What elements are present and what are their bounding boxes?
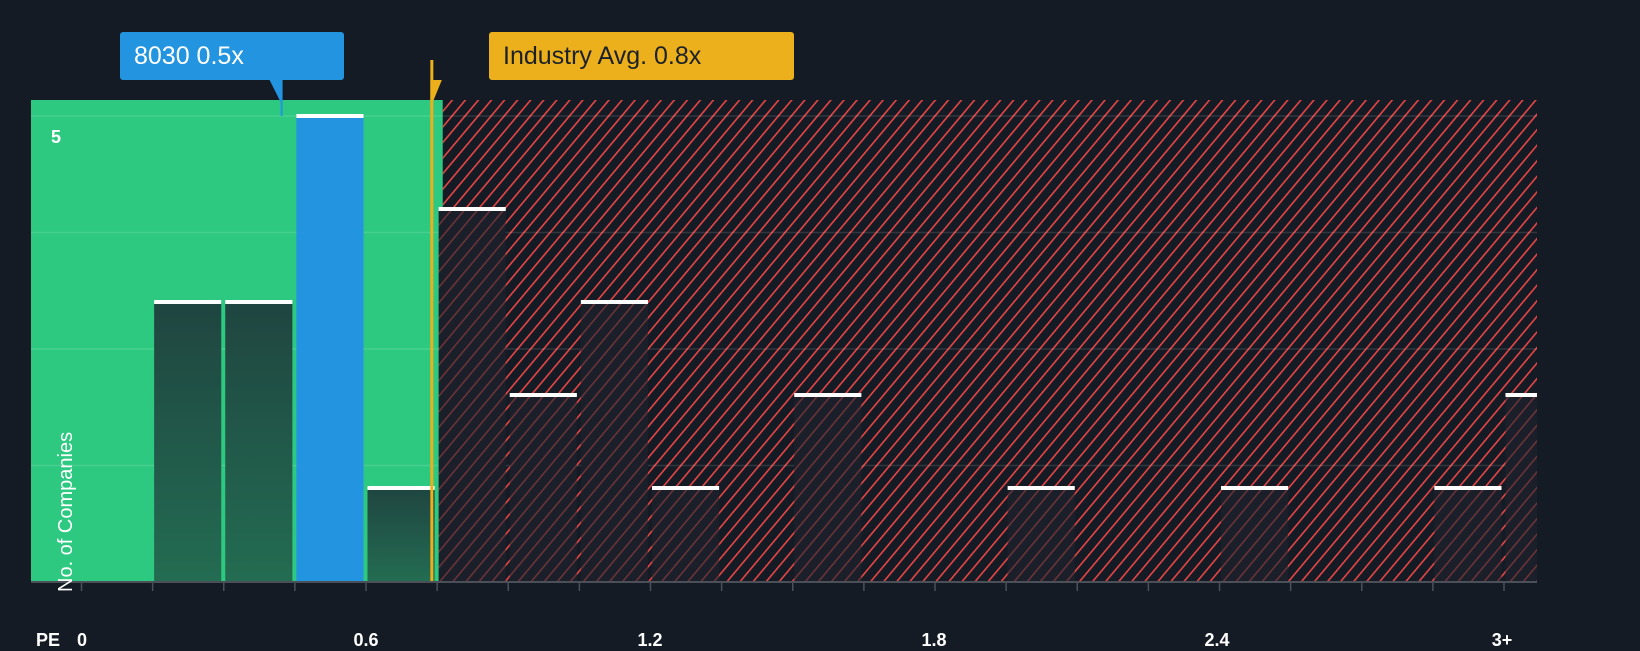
bar-cap xyxy=(580,300,648,304)
histogram-bar xyxy=(509,393,577,581)
x-tick-label: 3+ xyxy=(1491,630,1513,650)
y-tick-top: 5 xyxy=(51,127,62,147)
bar-cap xyxy=(154,300,222,304)
x-tick-label: 2.4 xyxy=(1204,630,1230,650)
bar-cap xyxy=(296,114,364,118)
x-axis-name: PE xyxy=(36,630,61,650)
histogram-bar xyxy=(367,486,435,581)
x-tick-label: 1.2 xyxy=(637,630,663,650)
histogram-bar xyxy=(438,207,506,581)
histogram-bar xyxy=(652,486,720,581)
y-axis-label: No. of Companies xyxy=(55,431,77,592)
industry-average-callout: Industry Avg. 0.8x xyxy=(489,32,794,80)
company-pe-callout: 8030 0.5x xyxy=(120,32,344,80)
histogram-bar xyxy=(154,300,222,581)
bar-cap xyxy=(225,300,293,304)
company-callout-pointer xyxy=(269,80,282,104)
bar-cap xyxy=(367,486,435,490)
histogram-bar xyxy=(794,393,862,581)
bar-cap xyxy=(794,393,862,397)
x-tick-label: 0.6 xyxy=(353,630,379,650)
industry-callout-pointer xyxy=(430,80,442,108)
bar-cap xyxy=(1007,486,1075,490)
bar-cap xyxy=(1505,393,1537,397)
bar-cap xyxy=(1221,486,1289,490)
bar-cap xyxy=(1434,486,1502,490)
x-tick-label: 1.8 xyxy=(921,630,947,650)
histogram-bar xyxy=(1434,486,1502,581)
histogram-bar xyxy=(296,114,364,581)
x-tick-label: 0 xyxy=(76,630,88,650)
bar-cap xyxy=(652,486,720,490)
histogram-bar xyxy=(580,300,648,581)
bar-cap xyxy=(438,207,506,211)
histogram-bar xyxy=(1007,486,1075,581)
histogram-bar xyxy=(1505,393,1537,581)
histogram-bar xyxy=(1221,486,1289,581)
bar-cap xyxy=(509,393,577,397)
histogram-bar xyxy=(225,300,293,581)
